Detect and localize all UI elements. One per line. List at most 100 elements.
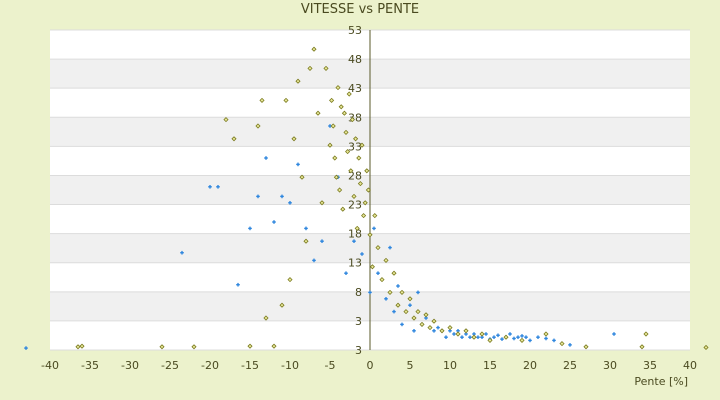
x-tick-label: -20 — [201, 359, 219, 372]
data-point-olive — [343, 129, 349, 135]
chart-title: VITESSE vs PENTE — [300, 2, 420, 17]
data-point-blue — [304, 226, 308, 231]
data-point-olive — [247, 343, 253, 349]
data-point-olive — [307, 65, 313, 71]
x-tick-label: -40 — [41, 359, 59, 372]
data-point-olive — [407, 296, 413, 302]
data-point-blue — [528, 338, 532, 343]
data-point-olive — [379, 277, 385, 283]
data-point-olive — [271, 343, 277, 349]
data-point-olive — [346, 91, 352, 97]
data-point-olive — [423, 312, 429, 318]
data-point-olive — [79, 343, 85, 349]
data-point-blue — [376, 271, 380, 275]
data-point-blue — [432, 329, 436, 333]
x-tick-label: 5 — [407, 359, 414, 372]
data-point-blue — [248, 226, 252, 231]
data-point-olive — [348, 168, 354, 174]
data-point-blue — [500, 337, 504, 341]
data-point-olive — [365, 187, 371, 193]
data-point-blue — [496, 333, 500, 338]
y-tick-label: 23 — [348, 199, 362, 212]
y-tick-label: 3 — [355, 344, 362, 357]
data-point-olive — [357, 181, 363, 187]
x-tick-label: 25 — [563, 359, 577, 372]
data-point-olive — [356, 155, 362, 161]
data-point-olive — [503, 334, 509, 340]
data-point-olive — [323, 65, 329, 71]
data-point-olive — [351, 193, 357, 199]
y-tick-label: 33 — [348, 140, 362, 153]
x-tick-label: -5 — [325, 359, 336, 372]
data-point-blue — [408, 303, 412, 307]
x-tick-label: -25 — [161, 359, 179, 372]
data-point-blue — [392, 309, 396, 314]
y-tick-label: 43 — [348, 82, 362, 95]
data-point-olive — [75, 344, 81, 350]
data-point-olive — [354, 225, 360, 231]
data-point-olive — [471, 334, 477, 340]
data-point-olive — [455, 331, 461, 337]
data-point-blue — [396, 284, 400, 288]
data-point-blue — [460, 335, 464, 339]
data-point-olive — [583, 344, 589, 350]
data-point-blue — [524, 335, 528, 339]
data-point-blue — [568, 343, 572, 347]
data-point-blue — [416, 290, 420, 295]
x-tick-label: 0 — [367, 359, 374, 372]
data-point-olive — [559, 341, 565, 347]
data-point-olive — [330, 123, 336, 129]
data-point-olive — [315, 110, 321, 116]
data-point-olive — [415, 309, 421, 315]
data-point-blue — [180, 250, 184, 255]
x-tick-label: 15 — [483, 359, 497, 372]
data-point-blue — [444, 335, 448, 339]
data-point-blue — [360, 252, 364, 256]
data-point-blue — [368, 290, 372, 295]
data-point-olive — [255, 123, 261, 129]
data-point-olive — [375, 245, 381, 251]
data-point-olive — [311, 46, 317, 52]
data-point-blue — [320, 239, 324, 243]
data-point-blue — [256, 194, 260, 199]
x-tick-label: 40 — [683, 359, 697, 372]
data-point-blue — [24, 346, 28, 350]
data-point-olive — [327, 142, 333, 148]
data-point-olive — [341, 110, 347, 116]
data-point-olive — [361, 213, 367, 219]
data-point-olive — [362, 200, 368, 206]
y-tick-label: 13 — [348, 257, 362, 270]
data-point-blue — [452, 332, 456, 336]
data-point-olive — [387, 289, 393, 295]
data-point-olive — [431, 318, 437, 324]
data-point-blue — [216, 185, 220, 189]
data-point-olive — [159, 344, 165, 350]
data-point-blue — [612, 332, 616, 336]
data-point-blue — [536, 335, 540, 339]
data-point-olive — [337, 187, 343, 193]
data-point-blue — [312, 258, 316, 263]
data-point-olive — [329, 97, 335, 103]
data-point-olive — [364, 168, 370, 174]
data-point-blue — [412, 329, 416, 333]
data-point-blue — [468, 335, 472, 339]
data-point-blue — [520, 334, 524, 338]
data-point-olive — [319, 200, 325, 206]
data-point-olive — [279, 302, 285, 308]
data-point-olive — [335, 85, 341, 91]
data-point-olive — [479, 331, 485, 337]
y-tick-label: 3 — [355, 315, 362, 328]
x-tick-label: -10 — [281, 359, 299, 372]
data-point-olive — [263, 315, 269, 321]
data-point-blue — [484, 332, 488, 336]
data-point-olive — [295, 78, 301, 84]
data-point-olive — [703, 344, 709, 351]
data-point-olive — [463, 328, 469, 334]
data-point-olive — [338, 104, 344, 110]
y-tick-label: 48 — [348, 53, 362, 66]
data-point-olive — [519, 337, 525, 343]
data-point-blue — [344, 271, 348, 275]
y-tick-label: 8 — [355, 286, 362, 299]
data-point-olive — [403, 309, 409, 315]
